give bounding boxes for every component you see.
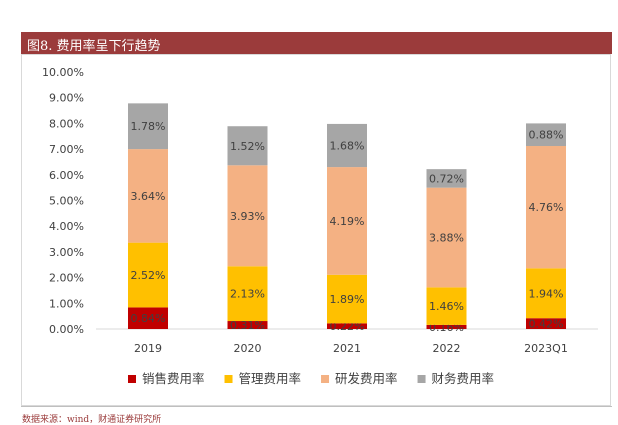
bar-segment bbox=[128, 242, 168, 308]
y-tick-label: 6.00% bbox=[49, 169, 84, 182]
y-tick-label: 8.00% bbox=[49, 117, 84, 130]
data-label: 0.42% bbox=[529, 318, 564, 331]
data-label: 0.84% bbox=[131, 312, 166, 325]
data-label: 3.64% bbox=[131, 190, 166, 203]
x-tick-label: 2021 bbox=[333, 342, 361, 355]
bar-segment bbox=[426, 287, 467, 325]
data-label: 2.52% bbox=[131, 269, 166, 282]
bar-series-group: 0.84% 2.52% 3.64% 1.78% 0.31% 2.13% 3.93% 1.52%… bbox=[128, 103, 566, 334]
bottom-rule bbox=[21, 406, 612, 407]
y-tick-label: 5.00% bbox=[49, 195, 84, 208]
legend-swatch bbox=[321, 375, 330, 383]
data-label: 0.72% bbox=[429, 172, 464, 185]
data-label: 3.88% bbox=[429, 232, 464, 245]
bar-segment bbox=[426, 324, 467, 329]
y-tick-label: 3.00% bbox=[49, 246, 84, 259]
bar-segment bbox=[327, 123, 367, 168]
legend-label: 财务费用率 bbox=[432, 371, 495, 386]
bar-segment bbox=[128, 307, 168, 329]
x-tick-label: 2020 bbox=[234, 342, 262, 355]
data-label: 0.88% bbox=[529, 129, 564, 142]
y-tick-label: 7.00% bbox=[49, 143, 84, 156]
y-tick-label: 0.00% bbox=[49, 323, 84, 336]
data-label: 1.46% bbox=[429, 300, 464, 313]
y-tick-label: 4.00% bbox=[49, 220, 84, 233]
data-label: 4.19% bbox=[330, 215, 365, 228]
legend-swatch bbox=[417, 375, 426, 383]
x-tick-label: 2023Q1 bbox=[524, 342, 568, 355]
legend-swatch bbox=[224, 375, 233, 383]
data-label: 4.76% bbox=[529, 201, 564, 214]
legend-label: 销售费用率 bbox=[142, 371, 205, 386]
bar-segment bbox=[526, 146, 566, 269]
y-tick-label: 9.00% bbox=[49, 92, 84, 105]
legend-label: 管理费用率 bbox=[239, 371, 302, 386]
bar-segment bbox=[227, 126, 268, 166]
data-label: 1.78% bbox=[131, 120, 166, 133]
chart-frame bbox=[21, 54, 611, 406]
legend: 销售费用率 管理费用率 研发费用率 财务费用率 bbox=[128, 371, 494, 386]
y-tick-label: 2.00% bbox=[49, 272, 84, 285]
figure-title-bar: 图8. 费用率呈下行趋势 bbox=[21, 32, 612, 54]
bar-segment bbox=[227, 321, 268, 329]
x-tick-label: 2019 bbox=[134, 342, 162, 355]
bar-segment bbox=[327, 274, 367, 324]
y-tick-label: 1.00% bbox=[49, 297, 84, 310]
bar-segment bbox=[327, 167, 367, 275]
bar-segment bbox=[426, 169, 467, 188]
data-label: 1.89% bbox=[330, 293, 365, 306]
bar-segment bbox=[327, 323, 367, 329]
data-label: 3.93% bbox=[230, 210, 265, 223]
y-tick-label: 10.00% bbox=[42, 66, 84, 79]
x-axis: 2019 2020 2021 2022 2023Q1 bbox=[134, 342, 568, 355]
bar-segment bbox=[128, 149, 168, 243]
legend-swatch bbox=[128, 375, 136, 383]
data-label: 2.13% bbox=[230, 288, 265, 301]
data-label: 0.31% bbox=[230, 319, 265, 332]
bar-segment bbox=[227, 266, 268, 322]
data-label: 1.52% bbox=[230, 140, 265, 153]
bar-segment bbox=[526, 318, 566, 329]
legend-label: 研发费用率 bbox=[335, 371, 398, 386]
bar-segment bbox=[128, 103, 168, 150]
x-tick-label: 2022 bbox=[433, 342, 461, 355]
y-axis: 0.00% 1.00% 2.00% 3.00% 4.00% 5.00% 6.00% 7.00%… bbox=[42, 66, 598, 336]
data-label: 1.94% bbox=[529, 287, 564, 300]
source-note: 数据来源：wind，财通证券研究所 bbox=[22, 415, 162, 425]
figure-title: 图8. 费用率呈下行趋势 bbox=[27, 39, 161, 54]
bar-segment bbox=[227, 165, 268, 267]
bar-segment bbox=[426, 187, 467, 288]
bar-segment bbox=[526, 268, 566, 319]
data-label: 0.22% bbox=[330, 320, 365, 333]
data-label: 1.68% bbox=[330, 140, 365, 153]
bar-segment bbox=[526, 123, 566, 147]
